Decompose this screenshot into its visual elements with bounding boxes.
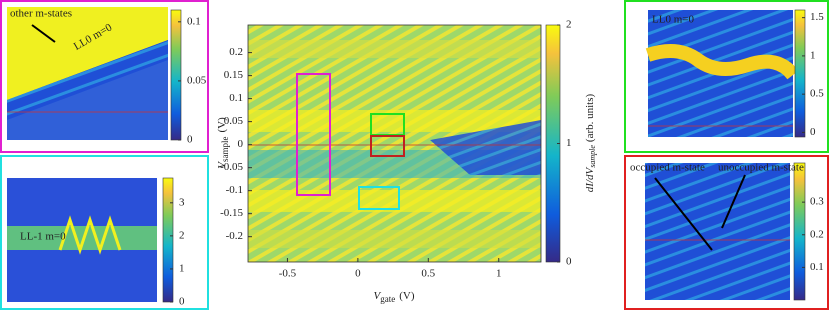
- y-tick-label: -0.2: [226, 230, 243, 242]
- annotation: other m-states: [10, 8, 72, 20]
- colorbar-tick-label: 1: [566, 137, 572, 149]
- annotation: occupied m-state: [630, 162, 705, 174]
- colorbar: [794, 9, 806, 138]
- colorbar-tick-label: 2: [566, 19, 572, 31]
- colorbar-tick-label: 0: [187, 134, 193, 146]
- colorbar-tick-label: 1.5: [810, 11, 824, 23]
- label-part: dI/dV: [584, 166, 596, 192]
- annotation: LL-1 m=0: [20, 231, 66, 243]
- colorbar-tick-label: 2: [179, 229, 185, 241]
- y-tick-label: 0.05: [224, 115, 244, 127]
- annotation: unoccupied m-state: [718, 162, 804, 174]
- label-part: sample: [220, 137, 230, 163]
- colorbar-label: dI/dVsample (arb. units): [584, 93, 597, 192]
- colorbar-tick-label: 0: [179, 296, 185, 308]
- main-heatmap: [247, 24, 542, 263]
- label-part: sample: [588, 145, 597, 168]
- colorbar: [162, 177, 174, 303]
- x-tick-label: 0: [355, 268, 361, 280]
- colorbar-tick-label: 0: [810, 126, 816, 138]
- x-tick-label: 0.5: [421, 268, 435, 280]
- y-tick-label: 0.1: [229, 92, 243, 104]
- colorbar-tick-label: 0.5: [810, 88, 824, 100]
- label-part: (arb. units): [584, 93, 596, 142]
- colorbar-tick-label: 0.1: [187, 15, 201, 27]
- colorbar-tick-label: 3: [179, 196, 185, 208]
- insets: [0, 0, 829, 310]
- label-part: V: [216, 161, 228, 169]
- y-axis-label: Vsample (V): [216, 117, 231, 169]
- colorbar-tick-label: 0.05: [187, 74, 207, 86]
- y-tick-label: -0.1: [226, 184, 243, 196]
- x-tick-label: 1: [496, 268, 502, 280]
- y-tick-label: -0.05: [220, 161, 243, 173]
- colorbar-tick-label: 0.1: [810, 261, 824, 273]
- colorbar-tick-label: 0.2: [810, 228, 824, 240]
- y-tick-label: -0.15: [220, 207, 243, 219]
- label-part: (V): [216, 117, 228, 133]
- x-tick-label: -0.5: [279, 268, 297, 280]
- label-part: V: [373, 290, 381, 302]
- colorbar: [170, 9, 182, 141]
- label-part: gate: [380, 294, 395, 304]
- colorbar: [793, 162, 806, 301]
- colorbar-tick-label: 0.3: [810, 196, 824, 208]
- colorbar-tick-label: 1: [810, 49, 816, 61]
- annotation: LL0 m=0: [652, 14, 694, 26]
- y-tick-label: 0.2: [229, 46, 243, 58]
- colorbar-tick-label: 0: [566, 256, 572, 268]
- y-tick-label: 0: [238, 138, 244, 150]
- x-axis-label: Vgate (V): [373, 290, 414, 305]
- label-part: (V): [399, 290, 415, 302]
- y-tick-label: 0.15: [224, 69, 244, 81]
- colorbar-tick-label: 1: [179, 262, 185, 274]
